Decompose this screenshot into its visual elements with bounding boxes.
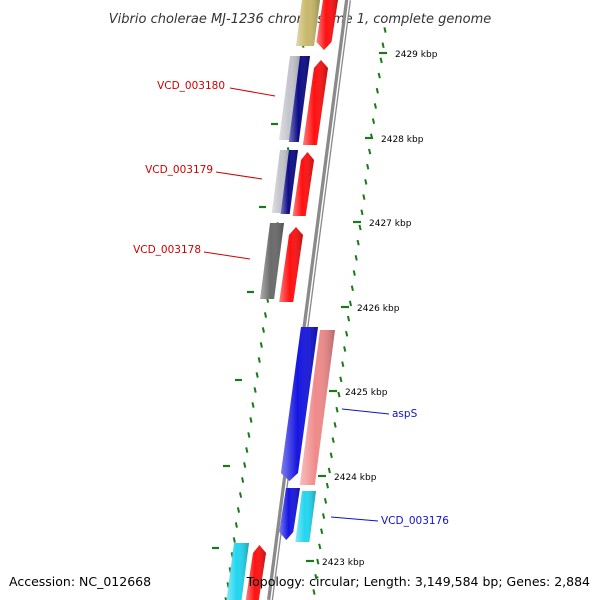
outer-guide-dot — [348, 300, 353, 307]
outer-guide-dot — [358, 224, 362, 231]
outer-guide-dot — [346, 315, 351, 322]
gene-pink-asps-shade — [299, 330, 335, 485]
backbone-line — [267, 0, 351, 600]
outer-guide-dot — [314, 573, 318, 580]
inner-guide-dot — [232, 537, 236, 543]
gene-red-179-shade — [292, 152, 314, 216]
gene-features — [226, 0, 338, 600]
inner-guide-dot — [249, 417, 253, 423]
outer-guide-dot — [375, 87, 379, 94]
outer-guide-dot — [350, 285, 354, 292]
gene-cyan-bottom-shade — [226, 543, 249, 600]
outer-guide-dot — [354, 255, 358, 261]
outer-guide-dot — [322, 513, 326, 519]
gene-label: VCD_003178 — [133, 244, 201, 256]
gene-red-bottom-shade — [245, 545, 266, 600]
inner-guide-dot — [234, 522, 238, 528]
gene-red-top-shade — [316, 0, 338, 50]
topology-text: Topology: circular; Length: 3,149,584 bp… — [246, 574, 590, 589]
inner-guide-dot — [243, 462, 247, 468]
inner-guide-dot — [238, 492, 243, 498]
scale-tick-label: 2424 kbp — [334, 473, 377, 483]
outer-guide-dot — [345, 330, 349, 337]
gene-label-leader — [330, 516, 379, 522]
gene-label-group: VCD_003180 VCD_003179 VCD_003178 aspS VCD_00… — [133, 80, 449, 527]
inner-guide-dot — [247, 432, 251, 438]
outer-guide-dot — [339, 376, 343, 383]
gene-red-178-shade — [279, 227, 303, 302]
gene-darkgray-178-shade — [260, 223, 284, 299]
gene-label: aspS — [392, 408, 418, 420]
inner-guide-dot — [255, 372, 259, 378]
outer-guide-dot — [366, 163, 370, 170]
outer-guide-dot — [377, 72, 381, 79]
inner-guide-dot — [261, 327, 265, 333]
outer-guide-dot — [312, 589, 316, 595]
inner-guide-dot — [263, 312, 268, 318]
inner-guide-dot — [241, 477, 245, 483]
gene-navy-180-shade — [288, 56, 310, 142]
backbone-highlight — [270, 0, 350, 600]
outer-guide-dot — [368, 148, 372, 155]
scale-tick-label: 2428 kbp — [381, 135, 424, 145]
inner-guide-dot — [253, 387, 257, 393]
gene-label: VCD_003179 — [145, 164, 213, 176]
scale-tick-label: 2427 kbp — [369, 219, 412, 229]
gene-olive-top-shade — [296, 0, 320, 46]
outer-guide-dot — [360, 209, 364, 216]
outer-guide-dot — [383, 27, 387, 33]
scale-tick-label: 2423 kbp — [322, 558, 365, 568]
outer-guide-dot — [341, 361, 345, 367]
outer-guide-dot — [352, 270, 356, 276]
outer-guide-dot — [318, 543, 322, 550]
outer-guide-dot — [325, 482, 330, 489]
gene-blue-176-shade — [279, 488, 300, 540]
inner-guide-dot — [236, 507, 241, 513]
outer-guide-dot — [381, 42, 385, 49]
gene-gray-179-shade — [271, 150, 290, 213]
gene-label-leader — [229, 87, 276, 97]
outer-guide-dot — [333, 422, 337, 428]
inner-guide-dot — [259, 342, 263, 348]
outer-guide-dot — [356, 239, 360, 246]
gene-blue-asps-shade — [280, 327, 318, 481]
inner-guide-dot — [224, 597, 228, 600]
outer-guide-dot — [373, 103, 377, 109]
gene-navy-179-shade — [280, 150, 298, 214]
inner-guide-dot — [251, 402, 255, 408]
gene-red-180-shade — [302, 60, 328, 145]
dotted-guides — [224, 27, 387, 600]
outer-guide-dot — [320, 528, 324, 535]
scale-tick-label: 2429 kbp — [395, 50, 438, 60]
accession-text: Accession: NC_012668 — [9, 574, 151, 589]
gene-label-leader — [203, 251, 251, 260]
outer-guide-dot — [316, 558, 320, 565]
outer-guide-dot — [327, 467, 331, 474]
outer-guide-dot — [329, 452, 333, 459]
gene-cyan-176-shade — [295, 491, 316, 542]
inner-guide-dot — [257, 357, 261, 363]
gene-label: VCD_003180 — [157, 80, 225, 92]
gene-label-leader — [341, 408, 390, 415]
scale-tick-label: 2426 kbp — [357, 304, 400, 314]
outer-guide-dot — [362, 194, 366, 200]
outer-guide-dot — [371, 118, 376, 124]
scale-ticks: 2429 kbp 2428 kbp 2427 kbp 2426 kbp 2425 kbp… — [212, 50, 438, 568]
outer-guide-dot — [323, 498, 328, 504]
outer-guide-dot — [379, 57, 383, 64]
gene-gray-180-shade — [279, 56, 301, 140]
outer-guide-dot — [335, 406, 339, 413]
outer-guide-dot — [337, 391, 341, 398]
outer-guide-dot — [343, 346, 347, 352]
scale-tick-label: 2425 kbp — [345, 388, 388, 398]
outer-guide-dot — [364, 179, 368, 185]
gene-label: VCD_003176 — [381, 515, 449, 527]
gene-label-leader — [215, 171, 263, 180]
inner-guide-dot — [245, 447, 249, 453]
outer-guide-dot — [331, 437, 335, 443]
